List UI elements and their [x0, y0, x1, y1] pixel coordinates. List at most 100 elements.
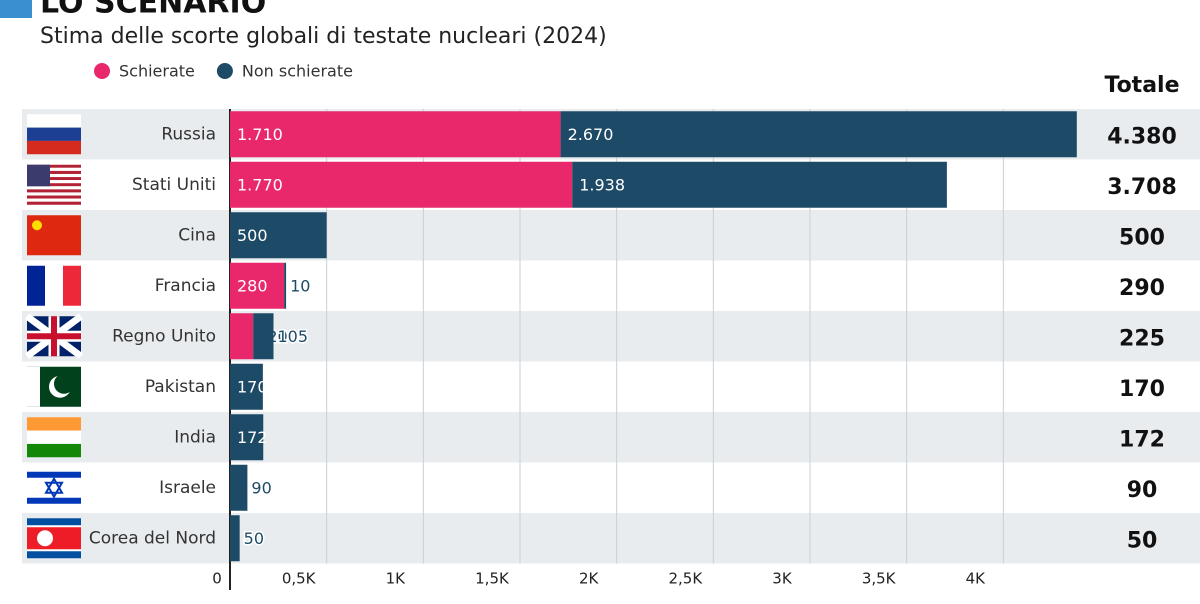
x-tick-label: 1,5K	[475, 570, 510, 588]
legend-label: Schierate	[119, 62, 195, 81]
value-label: 280	[237, 276, 268, 295]
flag	[27, 164, 81, 205]
bar-segment	[572, 161, 947, 208]
bar-segment	[230, 313, 254, 360]
total-label: 290	[1119, 276, 1165, 301]
x-tick-label: 0	[212, 570, 222, 588]
bar-segment	[230, 262, 285, 309]
x-tick-label: 1K	[386, 570, 407, 588]
category-label: India	[174, 427, 216, 447]
category-label: Russia	[161, 124, 216, 144]
flag-stripe	[27, 430, 81, 444]
value-label: 2.670	[568, 125, 614, 144]
flag	[27, 265, 81, 306]
flag	[27, 114, 81, 155]
flag-stripe	[27, 471, 81, 478]
flag-stripe	[27, 177, 81, 181]
total-label: 4.380	[1107, 124, 1177, 149]
flag-stripe	[27, 173, 81, 178]
flag-stripe	[27, 183, 81, 187]
value-label: 10	[290, 276, 310, 295]
flag	[27, 366, 81, 407]
flag-stripe	[27, 140, 81, 155]
bar-segment	[284, 262, 287, 309]
flag-band	[27, 366, 40, 407]
bar-segment	[230, 515, 240, 562]
flag-stripe	[27, 186, 81, 190]
category-label: Corea del Nord	[89, 528, 216, 548]
value-label: 172	[237, 428, 268, 447]
flag-stripe	[27, 180, 81, 184]
flag	[27, 518, 81, 559]
flag-stripe	[27, 497, 81, 504]
total-label: 225	[1119, 326, 1165, 351]
bar-segment	[230, 161, 573, 208]
value-label: 1.770	[237, 175, 283, 194]
bar-segment	[230, 464, 248, 511]
category-label: Cina	[178, 225, 216, 245]
bar-segment	[230, 111, 561, 158]
chart-subtitle: Stima delle scorte globali di testate nu…	[40, 24, 607, 49]
flag-moon-cut	[54, 373, 74, 394]
flag-canton	[27, 164, 50, 187]
value-label: 105	[278, 327, 309, 346]
x-tick-label: 0,5K	[282, 570, 317, 588]
flag	[27, 467, 81, 508]
total-label: 50	[1127, 528, 1158, 553]
bar-segment	[253, 313, 274, 360]
total-label: 500	[1119, 225, 1165, 250]
bar-segment	[230, 414, 264, 461]
flag-stripe	[63, 265, 81, 306]
category-label: Pakistan	[145, 377, 216, 397]
x-tick-label: 2,5K	[668, 570, 703, 588]
category-label: Regno Unito	[112, 326, 216, 346]
flag-stripe	[27, 164, 81, 168]
chart-title: LO SCENARIO	[40, 0, 266, 21]
flag-stripe	[27, 195, 81, 199]
flag-stripe	[27, 189, 81, 193]
bar-segment	[230, 363, 263, 410]
value-label: 50	[244, 529, 264, 548]
legend-swatch	[94, 63, 110, 79]
flag-disc	[37, 530, 53, 547]
flag-stripe	[27, 127, 81, 141]
flag-cross	[27, 316, 81, 357]
flag-stripe	[27, 201, 81, 205]
flag	[27, 215, 81, 256]
total-label: 90	[1127, 478, 1158, 503]
flag-stripe	[27, 192, 81, 196]
value-label: 90	[251, 478, 271, 497]
value-label: 1.938	[579, 175, 625, 194]
flag	[24, 313, 84, 360]
total-label: 170	[1119, 377, 1165, 402]
value-label: 170	[237, 377, 268, 396]
bar-segment	[560, 111, 1077, 158]
x-tick-label: 4K	[966, 570, 987, 588]
flag-band	[27, 527, 81, 550]
flag-stripe	[27, 167, 81, 171]
x-tick-label: 3,5K	[862, 570, 897, 588]
flag-star	[32, 220, 42, 231]
x-tick-label: 2K	[579, 570, 600, 588]
total-label: 3.708	[1107, 175, 1177, 200]
legend-swatch	[216, 63, 233, 79]
value-label: 500	[237, 226, 268, 245]
value-label: 1.710	[237, 125, 283, 144]
x-tick-label: 3K	[772, 570, 793, 588]
category-label: Francia	[155, 276, 216, 296]
total-label: 172	[1119, 427, 1165, 452]
flag-stripe	[45, 265, 63, 306]
flag-stripe	[27, 198, 81, 202]
flag	[27, 417, 81, 458]
flag-stripe	[27, 265, 45, 306]
category-label: Stati Uniti	[132, 175, 216, 195]
title-mark	[0, 0, 32, 18]
flag-star	[44, 476, 64, 499]
flag-stripe	[27, 417, 81, 431]
legend-label: Non schierate	[242, 62, 353, 81]
flag-stripe	[27, 170, 81, 174]
bar-segment	[230, 212, 327, 259]
flag-stripe	[27, 114, 81, 128]
totals-header: Totale	[1104, 73, 1179, 98]
